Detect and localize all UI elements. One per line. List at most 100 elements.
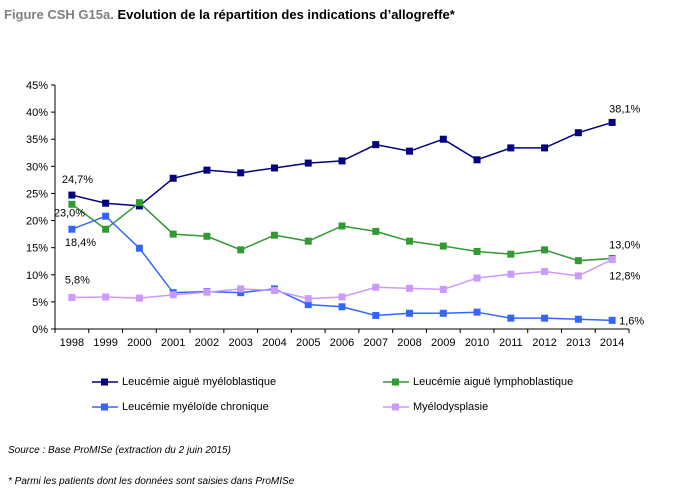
legend-swatch-lmc [92,403,118,411]
data-point [439,309,447,317]
data-point [304,295,312,303]
data-point [406,284,414,292]
x-tick-label: 2003 [228,337,252,349]
data-label: 18,4% [65,237,96,249]
data-point [473,247,481,255]
data-point [507,270,515,278]
y-tick-label: 5% [32,297,48,309]
data-point [304,301,312,309]
data-point [68,191,76,199]
data-point [270,164,278,172]
data-point [473,156,481,164]
x-tick-label: 2014 [600,337,624,349]
data-point [237,285,245,293]
legend-label: Leucémie aiguë myéloblastique [122,376,277,388]
data-point [439,135,447,143]
data-label: 23,0% [54,207,85,219]
data-point [574,272,582,280]
data-point [507,144,515,152]
data-point [270,231,278,239]
data-point [574,129,582,137]
data-point [169,174,177,182]
x-tick-label: 2002 [195,337,219,349]
legend-item-lmc: Leucémie myéloïde chronique [92,401,269,413]
x-tick-label: 2009 [431,337,455,349]
legend-label: Leucémie aiguë lymphoblastique [413,376,574,388]
data-point [135,199,143,207]
data-point [102,293,110,301]
data-label: 13,0% [609,240,640,252]
data-point [608,118,616,126]
data-point [406,237,414,245]
legend-item-lal: Leucémie aiguë lymphoblastique [383,376,573,388]
y-tick-label: 25% [26,188,48,200]
legend-swatch-lal [383,378,409,386]
data-point [270,287,278,295]
data-point [372,227,380,235]
data-point [68,200,76,208]
data-point [473,308,481,316]
y-tick-label: 20% [26,216,48,228]
figure-label: Figure CSH G15a. [4,7,114,22]
data-point [338,293,346,301]
data-label: 38,1% [609,103,640,115]
data-point [237,169,245,177]
data-point [169,291,177,299]
x-tick-label: 2008 [397,337,421,349]
data-point [574,315,582,323]
series-line-1 [71,201,613,262]
y-tick-label: 45% [26,80,48,92]
data-point [304,237,312,245]
y-tick-label: 10% [26,270,48,282]
x-tick-label: 2013 [566,337,590,349]
legend-label: Leucémie myéloïde chronique [122,401,269,413]
data-point [338,157,346,165]
data-point [406,309,414,317]
x-tick-label: 2004 [262,337,286,349]
data-label: 1,6% [619,315,644,327]
data-point [507,250,515,258]
legend-item-mds: Myélodysplasie [383,401,488,413]
x-tick-label: 2000 [127,337,151,349]
data-label: 5,8% [65,275,90,287]
x-tick-label: 2010 [465,337,489,349]
data-point [203,288,211,296]
data-point [541,246,549,254]
x-tick-label: 2012 [532,337,556,349]
data-point [439,242,447,250]
data-point [541,144,549,152]
data-point [608,316,616,324]
legend-item-lam: Leucémie aiguë myéloblastique [92,376,276,388]
data-point [304,159,312,167]
data-point [237,246,245,254]
footnote: * Parmi les patients dont les données so… [8,476,295,487]
data-label: 12,8% [609,271,640,283]
data-point [169,230,177,238]
data-point [541,314,549,322]
figure-title: Evolution de la répartition des indicati… [117,7,455,22]
data-point [338,222,346,230]
data-point [68,294,76,302]
data-point [372,283,380,291]
x-tick-label: 2001 [161,337,185,349]
data-point [372,311,380,319]
legend-label: Myélodysplasie [413,401,489,413]
data-point [406,147,414,155]
data-point [608,256,616,264]
chart-title: Figure CSH G15a. Evolution de la réparti… [4,7,455,22]
y-tick-label: 30% [26,161,48,173]
data-point [574,257,582,265]
x-tick-label: 1998 [60,337,84,349]
data-point [102,212,110,220]
x-tick-label: 1999 [93,337,117,349]
data-point [507,314,515,322]
data-point [541,268,549,276]
data-point [203,232,211,240]
data-point [203,166,211,174]
y-tick-label: 40% [26,107,48,119]
data-point [439,285,447,293]
data-point [135,244,143,252]
y-tick-label: 15% [26,243,48,255]
y-tick-label: 0% [32,324,48,336]
data-point [372,141,380,149]
